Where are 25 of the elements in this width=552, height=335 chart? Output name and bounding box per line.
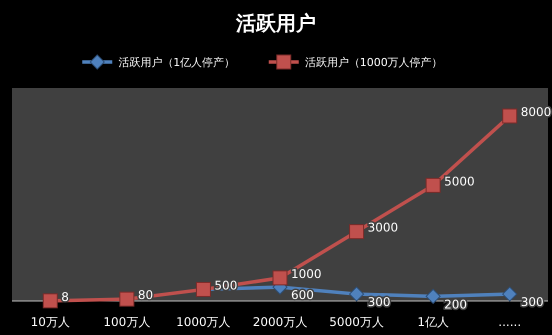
legend-label: 活跃用户（1亿人停产）	[118, 56, 236, 69]
point	[502, 286, 518, 302]
x-tick-label: 2000万人	[252, 315, 308, 329]
point	[426, 288, 441, 304]
x-tick-label: ......	[498, 315, 522, 329]
point	[349, 224, 364, 240]
title: 活跃用户	[236, 11, 316, 35]
point	[42, 293, 58, 308]
point	[502, 108, 518, 124]
point	[119, 292, 134, 307]
data-label: 200	[444, 297, 468, 312]
legend-label: 活跃用户（1000万人停产）	[304, 56, 443, 69]
x-tick-label: 1亿人	[417, 315, 449, 329]
data-label: 8000	[520, 105, 552, 119]
data-label: 5000	[444, 174, 475, 188]
data-label: 600	[291, 288, 314, 302]
x-tick-label: 5000万人	[329, 315, 384, 329]
point	[272, 270, 288, 286]
x-tick-label: 10万人	[30, 315, 70, 329]
x-tick-label: 100万人	[103, 315, 150, 329]
data-label: 1000	[291, 266, 322, 281]
x-tick-label: 1000万人	[176, 315, 231, 329]
point	[426, 178, 441, 193]
data-label: 3000	[368, 220, 398, 235]
point	[349, 286, 364, 302]
